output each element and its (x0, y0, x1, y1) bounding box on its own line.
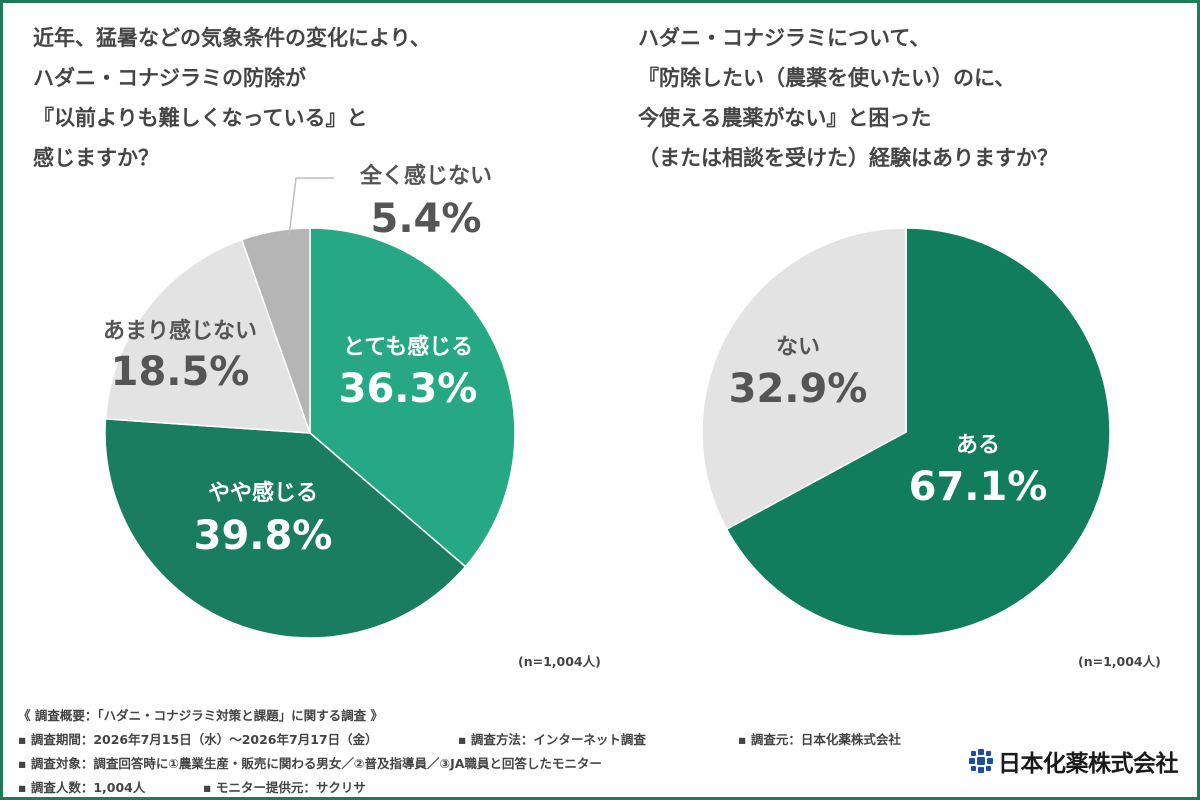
right-sample-size: (n=1,004人) (1078, 654, 1161, 669)
slice-value-label: 39.8% (194, 513, 333, 559)
slice-label: ない (776, 335, 820, 360)
slice-value-label: 18.5% (111, 349, 250, 395)
right-question-line: ハダニ・コナジラミについて、 (638, 26, 931, 50)
survey-count: ▪ 調査人数：1,004人 (18, 780, 146, 795)
left-question-line: 近年、猛暑などの気象条件の変化により、 (33, 26, 431, 50)
slice-value-label: 32.9% (729, 366, 868, 412)
left-question-line: ハダニ・コナジラミの防除が (33, 66, 306, 90)
survey-provider: ▪ モニター提供元：サクリサ (203, 780, 366, 795)
survey-target: ▪ 調査対象：調査回答時に①農業生産・販売に関わる男女／②普及指導員／③JA職員… (18, 756, 602, 771)
left-pie-chart: とても感じる 36.3% やや感じる 39.8% あまり感じない 18.5% 全く感じない 5… (103, 163, 516, 639)
pie-slice (725, 227, 1111, 637)
left-question-line: 『以前よりも難しくなっている』と (33, 106, 368, 130)
survey-source: ▪ 調査元：日本化薬株式会社 (738, 732, 901, 747)
company-logo-icon (969, 749, 993, 773)
right-question-line: 『防除したい（農薬を使いたい）のに、 (638, 66, 1016, 90)
right-question-line: 今使える農薬がない』と困った (638, 106, 932, 130)
slice-label: とても感じる (343, 334, 473, 360)
pie-slice (701, 227, 907, 531)
right-pie-chart: ある 67.1% ない 32.9% (701, 227, 1111, 637)
slice-label: やや感じる (208, 480, 318, 506)
left-sample-size: (n=1,004人) (518, 654, 601, 669)
pie-slice (104, 418, 467, 639)
right-question-line: （または相談を受けた）経験はありますか？ (638, 146, 1058, 170)
survey-method: ▪ 調査方法：インターネット調査 (458, 732, 646, 747)
company-logo-text: 日本化薬株式会社 (998, 751, 1179, 777)
survey-period: ▪ 調査期間：2026年7月15日（水）〜2026年7月17日（金） (18, 732, 378, 747)
slice-value-label: 36.3% (339, 366, 478, 412)
leader-line (288, 177, 334, 237)
slice-value-label: 67.1% (909, 464, 1048, 510)
slice-value-label: 5.4% (371, 196, 482, 242)
survey-overview: 《 調査概要：「ハダニ・コナジラミ対策と課題」に関する調査 》 (18, 708, 383, 723)
left-question: 近年、猛暑などの気象条件の変化により、 ハダニ・コナジラミの防除が 『以前よりも… (33, 18, 431, 178)
slice-label: 全く感じない (359, 163, 492, 189)
pie-slice (309, 227, 516, 568)
right-question: ハダニ・コナジラミについて、 『防除したい（農薬を使いたい）のに、 今使える農薬… (638, 18, 1058, 178)
pie-slice (104, 238, 312, 434)
pie-slice (240, 227, 311, 434)
slice-label: あまり感じない (103, 318, 257, 344)
left-question-line: 感じますか？ (33, 146, 159, 170)
slice-label: ある (956, 433, 1000, 458)
company-logo: 日本化薬株式会社 (968, 744, 1179, 778)
